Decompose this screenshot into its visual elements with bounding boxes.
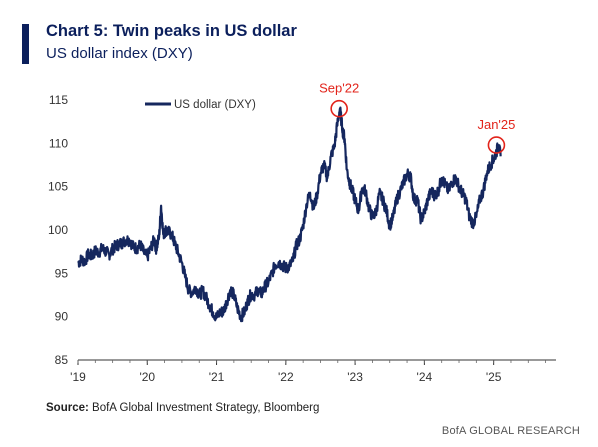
title-accent-bar xyxy=(22,24,29,64)
x-tick-label: '21 xyxy=(209,370,225,384)
source-label: Source: xyxy=(46,402,89,414)
annotation-label: Jan'25 xyxy=(477,117,515,132)
y-tick-label: 115 xyxy=(49,93,68,107)
y-tick-label: 100 xyxy=(48,223,68,237)
legend-label: US dollar (DXY) xyxy=(174,99,256,111)
x-tick-label: '20 xyxy=(139,370,155,384)
source-text: BofA Global Investment Strategy, Bloombe… xyxy=(92,402,320,414)
chart-title: Chart 5: Twin peaks in US dollar xyxy=(46,22,297,40)
x-tick-label: '19 xyxy=(70,370,86,384)
x-tick-label: '22 xyxy=(278,370,294,384)
annotation-circle xyxy=(330,99,348,118)
chart-subtitle: US dollar index (DXY) xyxy=(46,45,193,62)
annotation-circle xyxy=(487,136,506,154)
brand-label: BofA GLOBAL RESEARCH xyxy=(441,425,580,437)
y-tick-label: 90 xyxy=(55,310,69,324)
series-line-dxy xyxy=(77,106,502,323)
y-tick-label: 85 xyxy=(55,353,69,367)
legend: US dollar (DXY) xyxy=(145,99,256,111)
y-tick-label: 105 xyxy=(48,180,68,194)
x-tick-label: '23 xyxy=(347,370,363,384)
source-note: Source: BofA Global Investment Strategy,… xyxy=(46,402,319,414)
x-tick-label: '25 xyxy=(486,370,502,384)
y-tick-label: 110 xyxy=(49,136,68,150)
x-tick-label: '24 xyxy=(417,370,433,384)
y-tick-label: 95 xyxy=(55,266,69,280)
annotation-label: Sep'22 xyxy=(319,81,359,96)
